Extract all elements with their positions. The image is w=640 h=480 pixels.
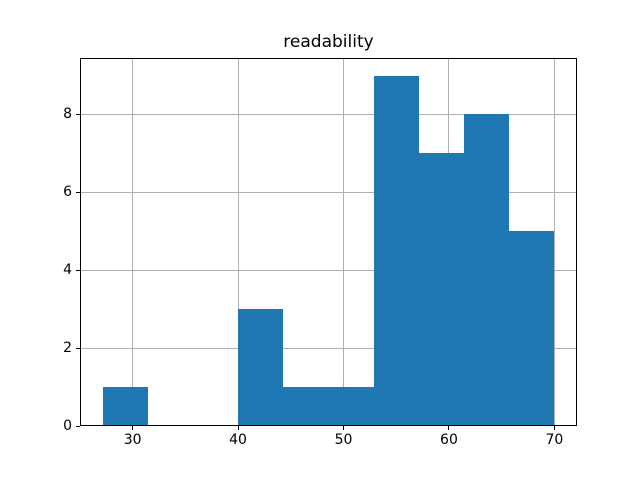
x-tick-mark (237, 426, 239, 430)
y-tick-mark (76, 191, 80, 193)
histogram-bar (373, 75, 419, 426)
x-tick-mark (448, 426, 450, 430)
x-gridline (553, 58, 555, 426)
y-tick-mark (76, 347, 80, 349)
x-tick-label: 30 (123, 432, 142, 448)
histogram-bar (464, 114, 510, 426)
y-tick-label: 4 (63, 262, 72, 279)
x-tick-label: 50 (334, 432, 353, 448)
y-tick-mark (76, 113, 80, 115)
y-tick-mark (76, 425, 80, 427)
y-gridline (80, 113, 577, 115)
chart-title: readability (283, 32, 374, 52)
y-gridline (80, 191, 577, 193)
histogram-bar (102, 387, 148, 426)
y-tick-label: 2 (63, 340, 72, 357)
x-tick-mark (553, 426, 555, 430)
y-tick-mark (76, 269, 80, 271)
histogram-bar (238, 309, 284, 426)
histogram-bar (418, 153, 465, 426)
histogram-bar (283, 387, 329, 426)
y-tick-label: 8 (63, 106, 72, 123)
x-gridline (343, 58, 345, 426)
histogram-bar (509, 231, 555, 426)
y-tick-label: 6 (63, 184, 72, 201)
y-gridline (80, 269, 577, 271)
x-gridline (132, 58, 134, 426)
x-tick-mark (343, 426, 345, 430)
histogram-bar (328, 387, 374, 426)
x-tick-label: 40 (229, 432, 247, 448)
x-tick-label: 70 (545, 432, 564, 448)
x-tick-label: 60 (440, 432, 458, 448)
x-tick-mark (132, 426, 134, 430)
x-gridline (237, 58, 239, 426)
y-tick-label: 0 (63, 418, 72, 434)
y-gridline (80, 347, 577, 349)
